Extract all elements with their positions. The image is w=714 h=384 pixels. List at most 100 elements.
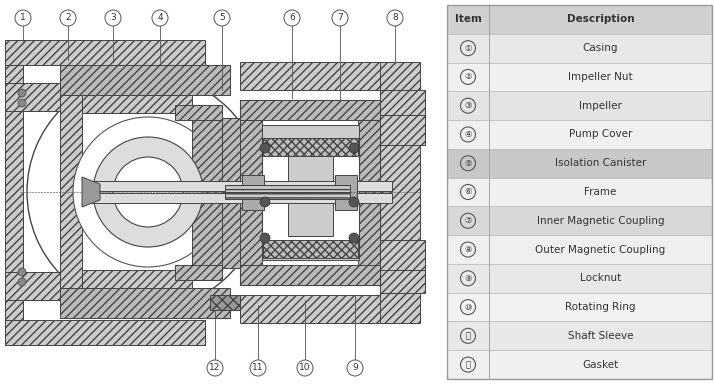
Bar [82, 270, 192, 288]
Circle shape [461, 242, 476, 257]
Text: Description: Description [567, 14, 634, 25]
Text: Outer Magnetic Coupling: Outer Magnetic Coupling [536, 245, 665, 255]
Bar [447, 178, 489, 206]
Bar [5, 272, 65, 300]
Bar [5, 40, 23, 345]
Text: 1: 1 [20, 13, 26, 23]
Text: Rotating Ring: Rotating Ring [565, 302, 635, 312]
Bar [447, 264, 489, 293]
Circle shape [461, 70, 476, 84]
Text: ⑨: ⑨ [464, 274, 472, 283]
Bar [447, 120, 489, 149]
Bar [82, 181, 392, 191]
Bar [263, 138, 358, 156]
Text: Impeller: Impeller [579, 101, 622, 111]
Text: 8: 8 [392, 13, 398, 23]
Bar [240, 120, 262, 265]
Circle shape [260, 143, 270, 153]
Text: ④: ④ [464, 130, 472, 139]
Circle shape [93, 137, 203, 247]
Circle shape [461, 127, 476, 142]
Circle shape [214, 10, 230, 26]
Circle shape [461, 328, 476, 343]
Text: 6: 6 [289, 13, 295, 23]
Circle shape [349, 233, 359, 243]
Bar [489, 321, 712, 350]
Bar [262, 248, 359, 260]
Circle shape [152, 10, 168, 26]
Bar [489, 293, 712, 321]
Bar [5, 320, 205, 345]
Circle shape [60, 10, 76, 26]
Bar [489, 178, 712, 206]
Bar [192, 105, 222, 280]
Circle shape [461, 271, 476, 286]
Bar [5, 83, 65, 111]
Text: Impeller Nut: Impeller Nut [568, 72, 633, 82]
Text: Shaft Sleeve: Shaft Sleeve [568, 331, 633, 341]
Text: Item: Item [455, 14, 481, 25]
Text: 3: 3 [110, 13, 116, 23]
Text: ⑤: ⑤ [464, 159, 472, 168]
Bar [447, 321, 489, 350]
Circle shape [27, 74, 263, 310]
Bar [175, 265, 222, 280]
Text: ①: ① [464, 44, 472, 53]
Bar [240, 100, 380, 285]
Text: 2: 2 [65, 13, 71, 23]
Circle shape [284, 10, 300, 26]
Text: Inner Magnetic Coupling: Inner Magnetic Coupling [537, 216, 664, 226]
Bar [210, 295, 240, 310]
Circle shape [461, 156, 476, 171]
Circle shape [387, 10, 403, 26]
Circle shape [105, 10, 121, 26]
Bar [82, 95, 192, 113]
Bar [447, 206, 489, 235]
Text: 12: 12 [209, 364, 221, 372]
Circle shape [332, 10, 348, 26]
Circle shape [113, 157, 183, 227]
Circle shape [15, 10, 31, 26]
Text: ⑧: ⑧ [464, 245, 472, 254]
Circle shape [207, 360, 223, 376]
Text: 5: 5 [219, 13, 225, 23]
Text: 9: 9 [352, 364, 358, 372]
Circle shape [73, 117, 223, 267]
Circle shape [349, 143, 359, 153]
Bar [5, 40, 205, 65]
Bar [447, 149, 489, 178]
Text: ⑥: ⑥ [464, 187, 472, 197]
Text: 10: 10 [299, 364, 311, 372]
Bar [60, 95, 82, 288]
Text: Pump Cover: Pump Cover [569, 129, 632, 139]
Circle shape [461, 98, 476, 113]
Bar [380, 115, 425, 145]
Bar [240, 265, 380, 285]
Bar [225, 192, 350, 199]
Bar [288, 156, 333, 236]
Text: Isolation Canister: Isolation Canister [555, 158, 646, 168]
Text: ⑪: ⑪ [466, 331, 471, 340]
Bar [489, 63, 712, 91]
Bar [240, 295, 400, 323]
Text: ⑦: ⑦ [464, 216, 472, 225]
Text: Gasket: Gasket [583, 359, 618, 370]
Circle shape [461, 300, 476, 314]
Bar [380, 240, 425, 270]
Bar [175, 105, 222, 120]
Circle shape [18, 278, 26, 286]
Circle shape [349, 197, 359, 207]
Bar [447, 5, 489, 34]
Bar [489, 120, 712, 149]
Bar [380, 62, 420, 323]
Polygon shape [82, 177, 100, 207]
Bar [380, 268, 425, 293]
Circle shape [461, 184, 476, 200]
Text: ③: ③ [464, 101, 472, 110]
Text: Locknut: Locknut [580, 273, 621, 283]
Text: Frame: Frame [584, 187, 617, 197]
Bar [0, 0, 443, 384]
Bar [225, 185, 350, 192]
Bar [489, 34, 712, 63]
Circle shape [297, 360, 313, 376]
